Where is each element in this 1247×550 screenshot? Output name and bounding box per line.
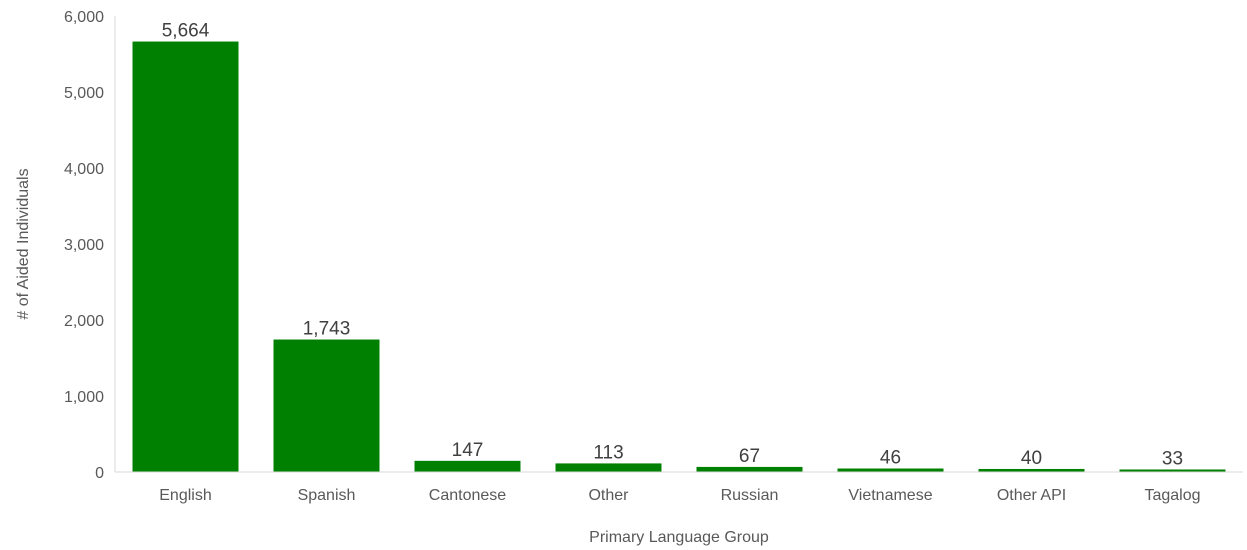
y-axis-title: # of Aided Individuals [15, 168, 32, 319]
data-label: 40 [1021, 448, 1042, 469]
data-label: 67 [739, 446, 760, 467]
bar-tagalog [1119, 469, 1226, 472]
data-label: 46 [880, 448, 901, 469]
x-tick-label: Tagalog [1144, 487, 1200, 504]
bar-vietnamese [837, 468, 944, 472]
x-tick-label: Cantonese [429, 487, 506, 504]
x-tick-label: Russian [721, 487, 779, 504]
bar-cantonese [414, 460, 521, 472]
data-label: 113 [593, 442, 623, 463]
data-label: 147 [452, 440, 484, 461]
x-axis-title: Primary Language Group [589, 529, 769, 546]
y-tick-label: 4,000 [64, 161, 104, 178]
bar-other-api [978, 468, 1085, 472]
x-tick-label: Spanish [298, 487, 356, 504]
bars [132, 41, 1226, 472]
x-tick-label: English [159, 487, 211, 504]
y-tick-label: 3,000 [64, 237, 104, 254]
y-tick-label: 5,000 [64, 85, 104, 102]
x-tick-label: Vietnamese [848, 487, 932, 504]
x-tick-label: Other [588, 487, 629, 504]
y-tick-label: 2,000 [64, 313, 104, 330]
data-labels: 5,664 1,743 147 113 67 46 40 33 [162, 21, 1183, 470]
bar-english [132, 41, 239, 472]
x-axis-ticks: English Spanish Cantonese Other Russian Vietn… [159, 487, 1200, 504]
data-label: 1,743 [303, 319, 351, 340]
y-tick-label: 1,000 [64, 389, 104, 406]
y-tick-label: 6,000 [64, 9, 104, 26]
bar-russian [696, 466, 803, 472]
data-label: 33 [1162, 448, 1183, 469]
y-tick-label: 0 [95, 465, 104, 482]
bar-other [555, 463, 662, 472]
y-axis-ticks: 0 1,000 2,000 3,000 4,000 5,000 6,000 [64, 9, 104, 482]
data-label: 5,664 [162, 21, 210, 42]
bar-spanish [273, 339, 380, 472]
x-tick-label: Other API [997, 487, 1066, 504]
